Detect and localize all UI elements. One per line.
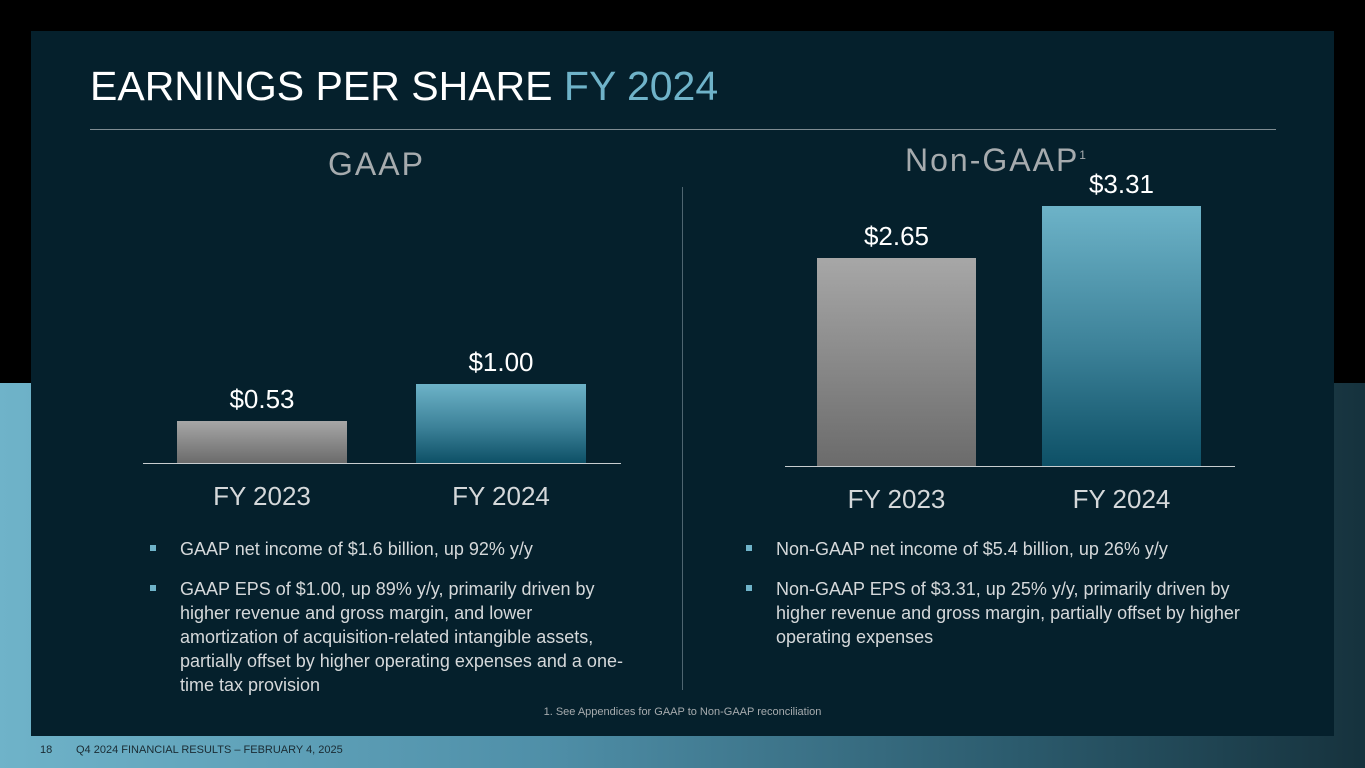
bar-fy-2024 [416, 384, 586, 463]
title-rule [90, 129, 1276, 130]
slide-title: EARNINGS PER SHARE FY 2024 [90, 63, 718, 110]
list-item: Non-GAAP EPS of $3.31, up 25% y/y, prima… [741, 577, 1261, 649]
bar-fy-2024 [1042, 206, 1201, 466]
list-item: Non-GAAP net income of $5.4 billion, up … [741, 537, 1261, 561]
bullet-icon [150, 585, 156, 591]
tick-label: FY 2023 [847, 484, 946, 514]
non-gaap-heading-text: Non-GAAP [905, 142, 1080, 178]
page-number: 18 [40, 744, 53, 756]
gaap-heading: GAAP [328, 146, 425, 183]
title-main: EARNINGS PER SHARE [90, 63, 553, 109]
footnote: 1. See Appendices for GAAP to Non-GAAP r… [543, 706, 822, 718]
non-gaap-bullets: Non-GAAP net income of $5.4 billion, up … [741, 537, 1261, 665]
gaap-heading-text: GAAP [328, 146, 425, 182]
tick-label: FY 2024 [1072, 484, 1171, 514]
section-divider [682, 187, 683, 690]
tick-label: FY 2024 [452, 481, 550, 511]
x-axis-line [143, 463, 621, 464]
footnote-marker: 1 [1079, 148, 1086, 162]
list-item: GAAP net income of $1.6 billion, up 92% … [145, 537, 625, 561]
slide: EARNINGS PER SHARE FY 2024 GAAP Non-GAAP… [31, 31, 1334, 736]
non-gaap-chart: $2.65 FY 2023 $3.31 FY 2024 [785, 169, 1235, 514]
bar-fy-2023 [817, 258, 976, 466]
data-label: $1.00 [468, 347, 534, 377]
gaap-bullets: GAAP net income of $1.6 billion, up 92% … [145, 537, 625, 713]
non-gaap-heading: Non-GAAP1 [905, 142, 1086, 179]
title-accent: FY 2024 [563, 63, 719, 109]
data-label: $0.53 [229, 384, 295, 414]
data-label: $2.65 [863, 221, 930, 251]
footer-text: Q4 2024 FINANCIAL RESULTS – FEBRUARY 4, … [76, 744, 343, 756]
data-label: $3.31 [1088, 169, 1155, 199]
bullet-icon [150, 545, 156, 551]
list-item: GAAP EPS of $1.00, up 89% y/y, primarily… [145, 577, 625, 697]
x-axis-line [785, 466, 1235, 467]
bullet-icon [746, 585, 752, 591]
bullet-icon [746, 545, 752, 551]
bar-fy-2023 [177, 421, 347, 463]
tick-label: FY 2023 [213, 481, 311, 511]
gaap-chart: $0.53 FY 2023 $1.00 FY 2024 [143, 181, 621, 511]
